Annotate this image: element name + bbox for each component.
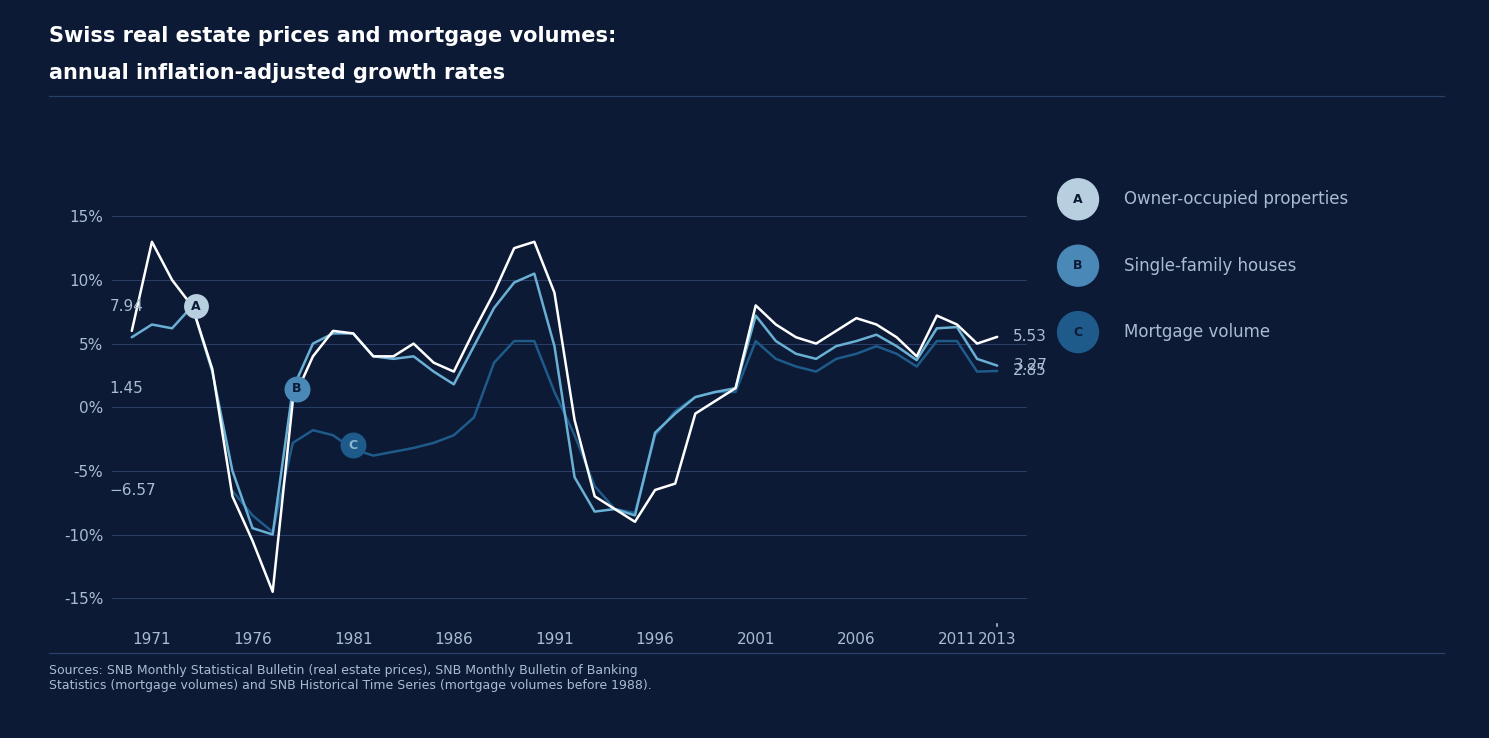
Text: 5.53: 5.53 <box>1014 329 1047 345</box>
Text: 7.94: 7.94 <box>110 299 143 314</box>
Text: 1.45: 1.45 <box>110 382 143 396</box>
Circle shape <box>1057 311 1099 353</box>
Text: C: C <box>348 439 357 452</box>
Text: Single-family houses: Single-family houses <box>1124 257 1297 275</box>
Text: A: A <box>1074 193 1083 206</box>
Point <box>284 383 308 395</box>
Text: Sources: SNB Monthly Statistical Bulletin (real estate prices), SNB Monthly Bull: Sources: SNB Monthly Statistical Bulleti… <box>49 664 652 692</box>
Text: C: C <box>1074 325 1083 339</box>
Text: 3.27: 3.27 <box>1014 358 1047 373</box>
Text: −6.57: −6.57 <box>110 483 156 498</box>
Text: Owner-occupied properties: Owner-occupied properties <box>1124 190 1349 208</box>
Circle shape <box>1057 245 1099 286</box>
Text: B: B <box>292 382 302 396</box>
Text: Swiss real estate prices and mortgage volumes:: Swiss real estate prices and mortgage vo… <box>49 26 616 46</box>
Text: Mortgage volume: Mortgage volume <box>1124 323 1270 341</box>
Point <box>341 440 365 452</box>
Text: annual inflation-adjusted growth rates: annual inflation-adjusted growth rates <box>49 63 505 83</box>
Text: B: B <box>1074 259 1083 272</box>
Circle shape <box>1057 179 1099 220</box>
Point <box>185 300 208 312</box>
Text: A: A <box>192 300 201 313</box>
Text: 2.85: 2.85 <box>1014 363 1047 379</box>
